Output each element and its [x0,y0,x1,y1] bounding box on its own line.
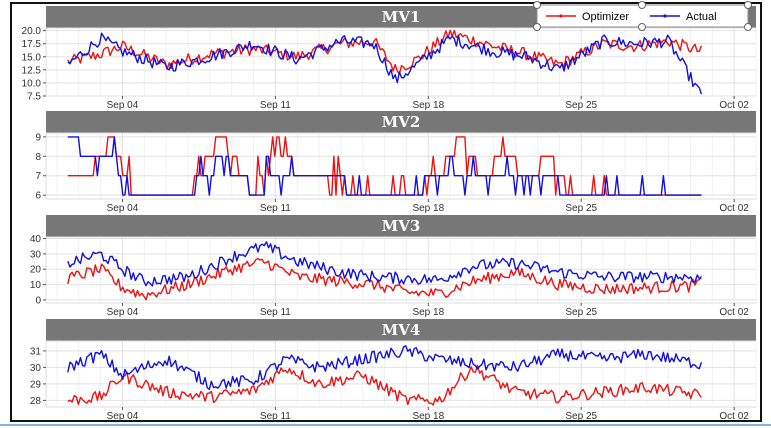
x-tick-label: Sep 04 [107,411,139,422]
legend-handle [638,1,646,9]
panel-title: MV4 [382,321,421,339]
x-tick-label: Sep 25 [565,100,597,111]
panel-mv3: MV3 0 10 20 30 40 Sep 04 Sep 11 Sep 18 Sep 25 Oct … [30,215,757,318]
plot-area [45,132,757,200]
y-tick-label: 40 [30,234,42,245]
series-line-optimizer [67,29,703,75]
y-tick-label: 12.5 [22,65,42,76]
y-tick-label: 29 [30,379,42,390]
y-tick-label: 20 [30,265,42,276]
series-line-actual [67,32,703,95]
legend-label: Actual [686,11,717,23]
y-tick-label: 0 [35,295,41,306]
legend-marker [663,14,667,18]
x-tick-label: Sep 18 [412,100,444,111]
y-tick-label: 15.0 [22,52,42,63]
legend-handle [533,23,541,31]
panel-mv2: MV2 6 7 8 9 Sep 04 Sep 11 Sep 18 Sep 25 Oct 02 [35,111,757,214]
plot-area [45,236,757,304]
y-tick-label: 8 [35,152,41,163]
x-tick-label: Sep 18 [412,203,444,214]
panel-title: MV3 [382,217,421,235]
x-tick-label: Sep 04 [107,100,139,111]
series-line-actual [67,241,702,287]
panel-title: MV2 [382,113,421,131]
legend-marker [559,14,563,18]
x-tick-label: Sep 04 [107,307,139,318]
series-line-optimizer [67,257,703,301]
x-tick-label: Sep 25 [565,203,597,214]
x-tick-label: Sep 25 [565,411,597,422]
y-tick-label: 31 [30,346,42,357]
x-tick-label: Sep 18 [412,411,444,422]
y-tick-label: 7 [35,171,41,182]
x-tick-label: Sep 11 [260,411,291,422]
x-tick-label: Sep 11 [260,100,291,111]
x-tick-label: Oct 02 [719,307,749,318]
x-tick-label: Sep 04 [107,203,139,214]
panel-title: MV1 [382,8,421,26]
y-tick-label: 10.0 [22,78,42,89]
panel-strip [46,215,756,237]
panel-strip [46,111,756,133]
x-tick-label: Sep 25 [565,307,597,318]
series-line-optimizer [67,364,702,406]
y-tick-label: 28 [30,396,42,407]
y-tick-label: 20.0 [22,26,42,37]
y-tick-label: 30 [30,363,42,374]
y-tick-label: 9 [35,132,41,143]
x-tick-label: Sep 11 [260,307,291,318]
x-tick-label: Oct 02 [719,203,749,214]
y-tick-label: 30 [30,249,42,260]
bottom-rule [0,424,771,426]
legend-handle [744,23,752,31]
panel-mv4: MV4 28 29 30 31 Sep 04 Sep 11 Sep 18 Sep 25 Oct 0… [30,319,757,422]
y-tick-label: 6 [35,191,41,202]
series-line-actual [67,345,703,391]
x-tick-label: Sep 18 [412,307,444,318]
legend-handle [744,1,752,9]
legend: Optimizer Actual [533,1,752,31]
plot-area [45,27,757,97]
x-tick-label: Sep 11 [260,203,291,214]
y-tick-label: 17.5 [22,39,42,50]
x-tick-label: Oct 02 [719,100,749,111]
legend-label: Optimizer [582,11,629,23]
legend-handle [533,1,541,9]
x-tick-label: Oct 02 [719,411,749,422]
legend-handle [638,23,646,31]
y-tick-label: 7.5 [27,92,41,103]
panel-strip [46,319,756,341]
y-tick-label: 10 [30,280,42,291]
series-line-actual [67,136,702,196]
